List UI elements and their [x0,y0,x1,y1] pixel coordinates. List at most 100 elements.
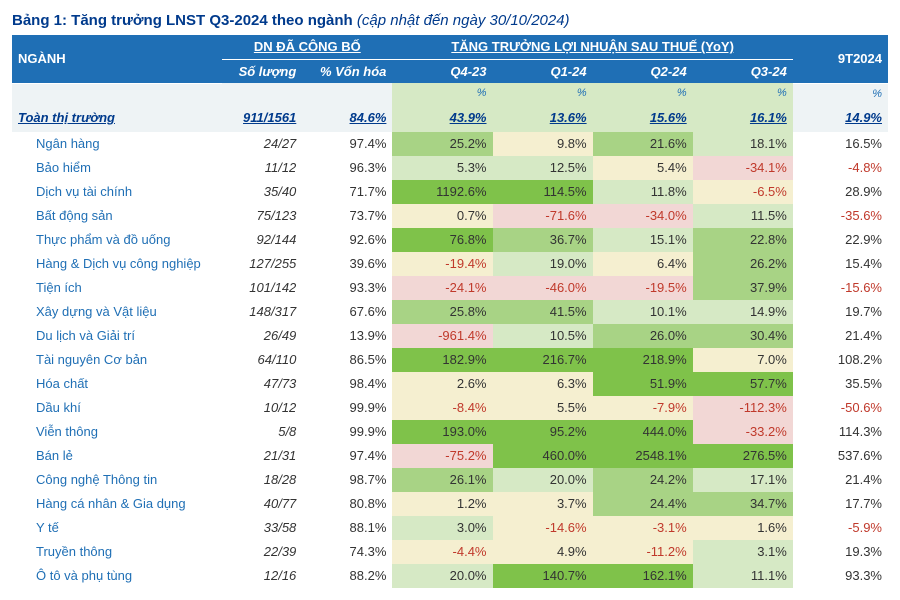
cell-9t: 19.7% [793,300,888,324]
cell-q1-24: 10.5% [493,324,593,348]
table-row: Hóa chất47/7398.4%2.6%6.3%51.9%57.7%35.5… [12,372,888,396]
hdr-group-growth: TĂNG TRƯỞNG LỢI NHUẬN SAU THUẾ (YoY) [392,35,792,59]
cell-q2-24: 444.0% [593,420,693,444]
title-main: Bảng 1: Tăng trưởng LNST Q3-2024 theo ng… [12,12,353,29]
sector-name: Dịch vụ tài chính [12,180,222,204]
cell-q1-24: 3.7% [493,492,593,516]
sector-name: Bảo hiểm [12,156,222,180]
hdr-q2-24: Q2-24 [593,59,693,83]
cell-q3-24: 17.1% [693,468,793,492]
cell-q2-24: -19.5% [593,276,693,300]
sector-name: Hàng cá nhân & Gia dụng [12,492,222,516]
sector-qty: 26/49 [222,324,302,348]
sector-mktcap: 13.9% [302,324,392,348]
sector-name: Thực phẩm và đồ uống [12,228,222,252]
sector-name: Du lịch và Giải trí [12,324,222,348]
cell-q3-24: 3.1% [693,540,793,564]
sector-name: Hóa chất [12,372,222,396]
totals-9t: 14.9% [793,104,888,132]
cell-9t: 17.7% [793,492,888,516]
cell-q1-24: 36.7% [493,228,593,252]
cell-q3-24: 18.1% [693,132,793,156]
cell-q2-24: 51.9% [593,372,693,396]
cell-q3-24: 37.9% [693,276,793,300]
cell-9t: -15.6% [793,276,888,300]
sector-qty: 33/58 [222,516,302,540]
cell-q2-24: 5.4% [593,156,693,180]
cell-9t: -5.9% [793,516,888,540]
cell-q3-24: -112.3% [693,396,793,420]
cell-9t: 35.5% [793,372,888,396]
sector-mktcap: 74.3% [302,540,392,564]
table-row: Thực phẩm và đồ uống92/14492.6%76.8%36.7… [12,228,888,252]
cell-9t: 108.2% [793,348,888,372]
cell-q1-24: 9.8% [493,132,593,156]
cell-q4-23: -4.4% [392,540,492,564]
sector-qty: 148/317 [222,300,302,324]
cell-q3-24: 30.4% [693,324,793,348]
sector-mktcap: 99.9% [302,396,392,420]
sector-mktcap: 88.2% [302,564,392,588]
totals-qty: 911/1561 [222,104,302,132]
totals-q3-24: 16.1% [693,104,793,132]
cell-q4-23: -24.1% [392,276,492,300]
table-row: Ngân hàng24/2797.4%25.2%9.8%21.6%18.1%16… [12,132,888,156]
cell-9t: 22.9% [793,228,888,252]
sector-qty: 10/12 [222,396,302,420]
cell-q4-23: 1.2% [392,492,492,516]
table-row: Du lịch và Giải trí26/4913.9%-961.4%10.5… [12,324,888,348]
cell-q1-24: 4.9% [493,540,593,564]
sector-mktcap: 80.8% [302,492,392,516]
table-row: Viễn thông5/899.9%193.0%95.2%444.0%-33.2… [12,420,888,444]
cell-q4-23: 26.1% [392,468,492,492]
sector-mktcap: 86.5% [302,348,392,372]
cell-9t: 16.5% [793,132,888,156]
table-row: Hàng cá nhân & Gia dụng40/7780.8%1.2%3.7… [12,492,888,516]
cell-q3-24: 22.8% [693,228,793,252]
sector-name: Tài nguyên Cơ bản [12,348,222,372]
cell-q3-24: -6.5% [693,180,793,204]
sector-qty: 47/73 [222,372,302,396]
cell-q3-24: 34.7% [693,492,793,516]
sector-qty: 40/77 [222,492,302,516]
cell-q4-23: -961.4% [392,324,492,348]
sector-mktcap: 97.4% [302,444,392,468]
sector-name: Công nghệ Thông tin [12,468,222,492]
cell-q1-24: 41.5% [493,300,593,324]
sector-name: Dầu khí [12,396,222,420]
cell-9t: 93.3% [793,564,888,588]
table-row: Truyền thông22/3974.3%-4.4%4.9%-11.2%3.1… [12,540,888,564]
hdr-q3-24: Q3-24 [693,59,793,83]
cell-q2-24: -7.9% [593,396,693,420]
table-row: Bán lẻ21/3197.4%-75.2%460.0%2548.1%276.5… [12,444,888,468]
sector-name: Viễn thông [12,420,222,444]
cell-q2-24: 6.4% [593,252,693,276]
table-row: Tài nguyên Cơ bản64/11086.5%182.9%216.7%… [12,348,888,372]
sector-name: Bất động sản [12,204,222,228]
cell-q3-24: 11.1% [693,564,793,588]
cell-q4-23: 3.0% [392,516,492,540]
cell-q1-24: 460.0% [493,444,593,468]
cell-q2-24: -3.1% [593,516,693,540]
cell-q1-24: 5.5% [493,396,593,420]
totals-q1-24: 13.6% [493,104,593,132]
unit-9t: % [793,83,888,104]
cell-q4-23: 193.0% [392,420,492,444]
hdr-group-published: DN ĐÃ CÔNG BỐ [222,35,392,59]
table-row: Bảo hiểm11/1296.3%5.3%12.5%5.4%-34.1%-4.… [12,156,888,180]
table-row: Dịch vụ tài chính35/4071.7%1192.6%114.5%… [12,180,888,204]
cell-q3-24: 276.5% [693,444,793,468]
cell-9t: -4.8% [793,156,888,180]
cell-q4-23: 182.9% [392,348,492,372]
cell-q4-23: 25.2% [392,132,492,156]
cell-q2-24: 162.1% [593,564,693,588]
sector-mktcap: 93.3% [302,276,392,300]
cell-q1-24: 12.5% [493,156,593,180]
hdr-sector: NGÀNH [12,35,222,83]
table-row: Tiện ích101/14293.3%-24.1%-46.0%-19.5%37… [12,276,888,300]
table-title: Bảng 1: Tăng trưởng LNST Q3-2024 theo ng… [12,12,888,29]
cell-q2-24: 24.2% [593,468,693,492]
sector-mktcap: 97.4% [302,132,392,156]
cell-q3-24: -34.1% [693,156,793,180]
sector-qty: 75/123 [222,204,302,228]
